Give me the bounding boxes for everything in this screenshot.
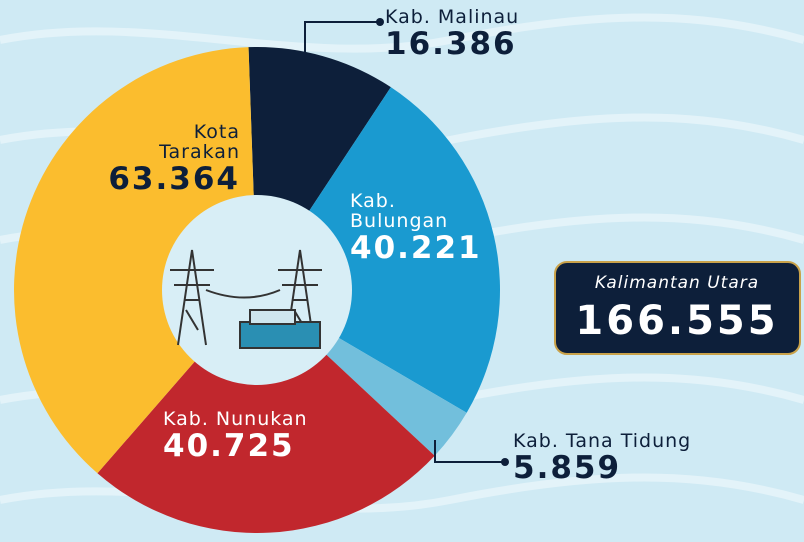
donut-slice <box>14 47 254 474</box>
donut-slice <box>248 47 391 215</box>
label-group: Kab. Tana Tidung 5.859 <box>513 430 692 486</box>
category-label: Kab. Tana Tidung <box>513 430 692 452</box>
category-label: Kab. Nunukan <box>163 408 308 430</box>
category-label: Kab. Bulungan <box>350 190 449 232</box>
category-label: Kab. Malinau <box>385 6 520 28</box>
donut-slice <box>97 351 435 533</box>
label-group: Kab. Bulungan 40.221 <box>350 190 482 266</box>
donut-slice <box>306 87 500 413</box>
total-name: Kalimantan Utara <box>595 273 759 293</box>
category-label: Kota Tarakan <box>159 121 240 163</box>
label-group: Kab. Malinau 16.386 <box>385 6 520 62</box>
value-label: 16.386 <box>385 25 517 62</box>
callout-dot <box>376 18 384 26</box>
callout-dot <box>501 458 509 466</box>
total-box <box>554 261 801 355</box>
donut-hole <box>162 195 352 385</box>
value-label: 40.725 <box>163 427 295 464</box>
donut-slice <box>322 335 467 456</box>
total-value: 166.555 <box>575 298 778 344</box>
label-group: Kab. Nunukan 40.725 <box>163 408 308 464</box>
value-label: 40.221 <box>350 229 482 266</box>
value-label: 63.364 <box>108 160 240 197</box>
callout-lines <box>304 21 503 463</box>
label-group: Kota Tarakan 63.364 <box>95 121 240 197</box>
value-label: 5.859 <box>513 449 622 486</box>
power-icon <box>170 249 322 349</box>
